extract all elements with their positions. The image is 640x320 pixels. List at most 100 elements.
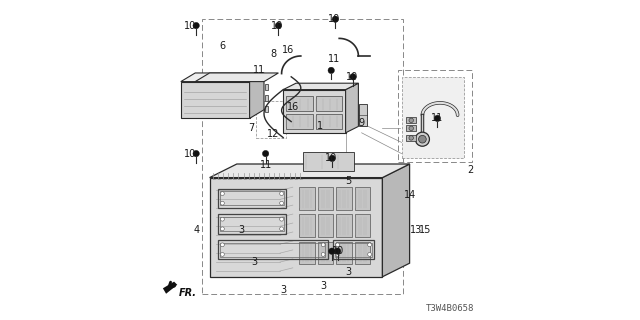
Polygon shape <box>181 73 264 82</box>
Bar <box>316 114 342 129</box>
Polygon shape <box>195 73 278 82</box>
Bar <box>317 214 333 237</box>
Circle shape <box>193 22 200 29</box>
Text: 5: 5 <box>346 176 352 186</box>
Text: 15: 15 <box>419 225 432 236</box>
Circle shape <box>336 243 340 247</box>
Polygon shape <box>210 164 410 178</box>
Polygon shape <box>250 73 264 118</box>
Circle shape <box>220 227 225 231</box>
Text: 2: 2 <box>467 164 474 175</box>
Text: 10: 10 <box>325 153 337 164</box>
Circle shape <box>321 243 325 247</box>
Bar <box>220 243 325 257</box>
Bar <box>402 77 464 158</box>
Text: 8: 8 <box>271 49 276 60</box>
Circle shape <box>262 150 269 157</box>
Bar <box>398 70 472 162</box>
Bar <box>300 187 315 210</box>
Circle shape <box>349 74 356 80</box>
Bar <box>220 217 284 231</box>
Text: 1: 1 <box>317 121 323 132</box>
Text: 10: 10 <box>332 246 344 256</box>
Text: 10: 10 <box>184 20 196 31</box>
Text: 4: 4 <box>194 225 200 236</box>
Circle shape <box>329 155 335 162</box>
Polygon shape <box>181 82 250 118</box>
Bar <box>256 101 287 138</box>
Circle shape <box>321 252 325 256</box>
Text: 11: 11 <box>431 113 443 124</box>
Text: FR.: FR. <box>179 288 197 298</box>
Text: 16: 16 <box>282 44 294 55</box>
Circle shape <box>280 217 284 221</box>
Text: 3: 3 <box>320 281 326 292</box>
Text: 3: 3 <box>346 267 352 277</box>
Circle shape <box>193 150 200 157</box>
Text: 10: 10 <box>328 14 340 24</box>
Bar <box>202 19 403 294</box>
Text: 6: 6 <box>220 41 225 52</box>
Bar <box>337 214 352 237</box>
Circle shape <box>409 118 413 123</box>
Bar <box>337 187 352 210</box>
Circle shape <box>280 192 284 196</box>
Bar <box>218 214 287 234</box>
Circle shape <box>409 136 413 140</box>
Circle shape <box>275 22 282 29</box>
Polygon shape <box>210 178 383 277</box>
Circle shape <box>220 192 225 196</box>
Text: 10: 10 <box>184 148 196 159</box>
Circle shape <box>419 135 426 143</box>
Bar <box>333 240 374 259</box>
Circle shape <box>220 252 225 256</box>
Text: 7: 7 <box>248 123 254 133</box>
Circle shape <box>435 115 440 122</box>
Circle shape <box>409 126 413 131</box>
Text: T3W4B0658: T3W4B0658 <box>426 304 474 313</box>
Text: 9: 9 <box>358 118 365 128</box>
Bar <box>303 152 355 171</box>
Circle shape <box>329 248 335 254</box>
Bar <box>406 135 416 141</box>
Text: 11: 11 <box>328 54 340 64</box>
Circle shape <box>332 16 339 22</box>
Circle shape <box>335 248 341 254</box>
Circle shape <box>336 252 340 256</box>
Bar <box>406 117 416 123</box>
Text: 11: 11 <box>253 65 266 76</box>
Text: 13: 13 <box>410 225 422 236</box>
Bar <box>265 84 269 90</box>
Circle shape <box>415 132 429 146</box>
Bar <box>317 242 333 264</box>
Text: 14: 14 <box>403 190 416 200</box>
Text: 3: 3 <box>280 284 286 295</box>
Text: 10: 10 <box>346 72 358 82</box>
Bar <box>337 242 352 264</box>
Text: 12: 12 <box>268 129 280 140</box>
Bar <box>220 191 284 205</box>
Circle shape <box>367 252 372 256</box>
Bar <box>355 242 370 264</box>
Bar <box>218 240 328 259</box>
Circle shape <box>280 227 284 231</box>
Polygon shape <box>283 90 346 133</box>
Circle shape <box>220 201 225 205</box>
Bar <box>300 242 315 264</box>
Polygon shape <box>383 164 410 277</box>
Polygon shape <box>163 282 177 294</box>
Bar <box>287 96 312 111</box>
Bar <box>406 125 416 131</box>
Circle shape <box>220 243 225 247</box>
Circle shape <box>367 243 372 247</box>
Text: 3: 3 <box>252 257 257 268</box>
Bar <box>300 214 315 237</box>
Polygon shape <box>346 83 358 133</box>
Text: 3: 3 <box>239 225 244 236</box>
Bar <box>218 189 287 208</box>
Bar <box>265 95 269 101</box>
Bar <box>317 187 333 210</box>
Circle shape <box>280 201 284 205</box>
Circle shape <box>220 217 225 221</box>
Text: 10: 10 <box>271 20 283 31</box>
